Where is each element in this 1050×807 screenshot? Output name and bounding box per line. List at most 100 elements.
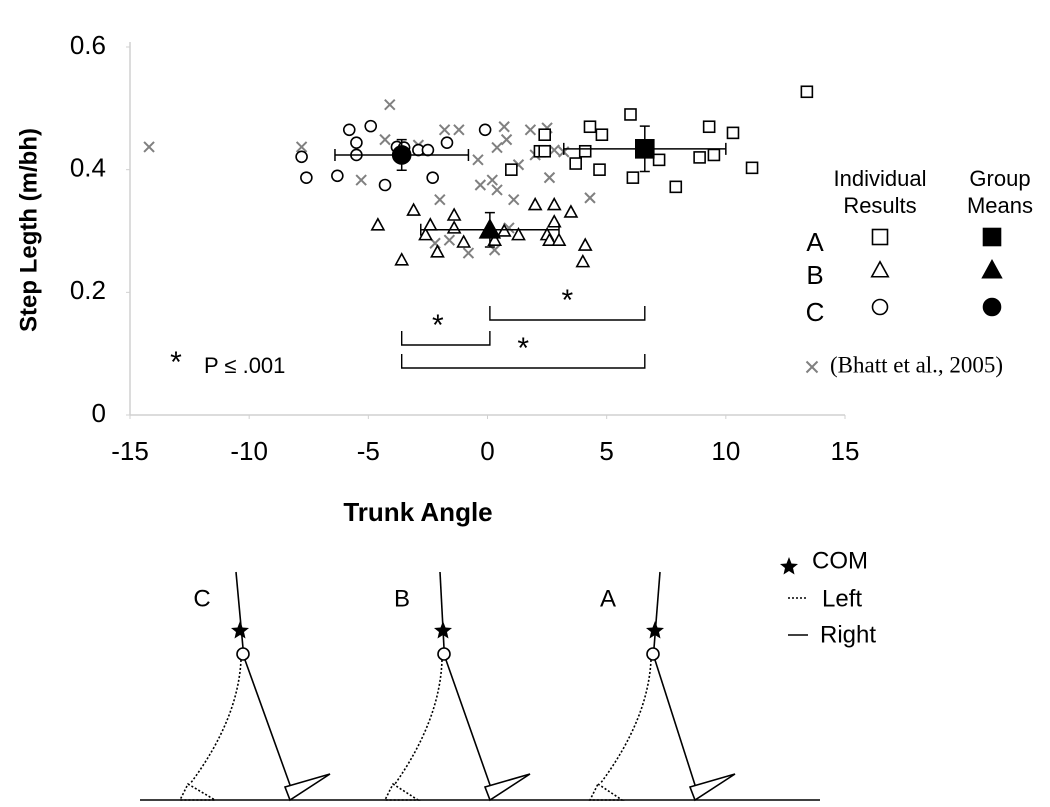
point	[584, 192, 596, 204]
point	[446, 220, 462, 234]
y-axis-title: Step Legth (m/bh)	[15, 128, 42, 332]
point	[624, 108, 637, 121]
point	[524, 124, 537, 136]
point	[331, 169, 344, 183]
point	[578, 144, 592, 158]
point	[342, 123, 356, 137]
point	[430, 244, 445, 258]
x-tick-label: 15	[831, 436, 860, 466]
point	[491, 184, 503, 196]
x-tick-label: -5	[357, 436, 380, 466]
point	[745, 161, 759, 175]
point	[370, 217, 386, 231]
figure-b	[383, 571, 531, 802]
point	[486, 174, 498, 186]
legend-header: Individual Results	[834, 166, 927, 218]
point	[563, 204, 579, 218]
significance-mark: *	[432, 309, 444, 342]
point	[295, 150, 308, 164]
significance-bracket	[489, 306, 646, 321]
significance-mark: *	[517, 332, 529, 365]
point	[406, 202, 422, 216]
group-mean	[478, 218, 502, 239]
point	[478, 123, 492, 137]
y-tick-label: 0	[92, 398, 106, 428]
point	[491, 141, 503, 154]
point	[379, 133, 391, 146]
diagram-legend: COM	[812, 547, 868, 574]
p-note-symbol: *	[170, 346, 182, 379]
com-stars	[231, 557, 798, 639]
significance-bracket	[401, 331, 491, 346]
point	[440, 136, 454, 149]
y-tick-label: 0.2	[70, 275, 106, 305]
point	[456, 234, 472, 248]
point	[669, 180, 683, 194]
legend-header: Group Means	[967, 166, 1033, 218]
point	[505, 163, 518, 176]
point	[426, 171, 439, 184]
legend-marker	[805, 360, 819, 374]
point	[626, 171, 640, 184]
point	[652, 153, 666, 167]
point	[593, 163, 606, 176]
point	[577, 237, 593, 251]
point	[487, 232, 503, 246]
point	[707, 148, 721, 162]
figure-c	[178, 571, 331, 802]
point	[511, 226, 526, 241]
y-tick-label: 0.6	[70, 30, 106, 60]
point	[143, 141, 155, 153]
point	[595, 128, 609, 142]
point	[438, 124, 451, 136]
legend-marker	[871, 298, 889, 316]
legend-marker	[871, 228, 889, 246]
point	[295, 141, 308, 153]
point	[300, 171, 313, 184]
legend-marker	[870, 260, 890, 278]
point	[543, 171, 556, 184]
significance-bracket	[401, 354, 646, 369]
legend-marker	[982, 297, 1002, 317]
diagram-legend: Right	[820, 621, 876, 648]
point	[446, 207, 462, 221]
legend-label: (Bhatt et al., 2005)	[830, 352, 1003, 377]
point	[583, 120, 597, 134]
group-mean	[634, 139, 655, 159]
x-tick-label: -15	[111, 436, 149, 466]
p-note: P ≤ .001	[204, 353, 285, 378]
legend-marker	[981, 258, 1003, 279]
point	[422, 217, 438, 231]
point	[421, 143, 435, 157]
point	[569, 157, 582, 170]
point	[542, 232, 557, 246]
point	[538, 144, 552, 158]
point	[575, 253, 591, 268]
x-axis-title: Trunk Angle	[343, 497, 492, 527]
point	[355, 174, 367, 186]
group-mean	[391, 145, 412, 165]
point	[394, 252, 410, 266]
point	[453, 124, 465, 136]
point	[364, 119, 378, 133]
point	[546, 196, 562, 211]
point	[538, 128, 552, 142]
point	[350, 136, 363, 149]
x-tick-label: 5	[599, 436, 613, 466]
x-tick-label: 10	[711, 436, 740, 466]
point	[702, 120, 716, 134]
figure-label: A	[600, 585, 616, 612]
point	[800, 85, 814, 99]
figure-label: B	[394, 585, 410, 612]
y-tick-label: 0.4	[70, 153, 106, 183]
point	[527, 196, 543, 211]
diagram	[140, 557, 820, 802]
x-tick-label: 0	[480, 436, 494, 466]
point	[693, 151, 706, 164]
point	[498, 121, 510, 133]
legend-label: A	[806, 227, 824, 257]
significance-mark: *	[561, 284, 573, 317]
point	[384, 98, 396, 111]
x-tick-label: -10	[230, 436, 268, 466]
